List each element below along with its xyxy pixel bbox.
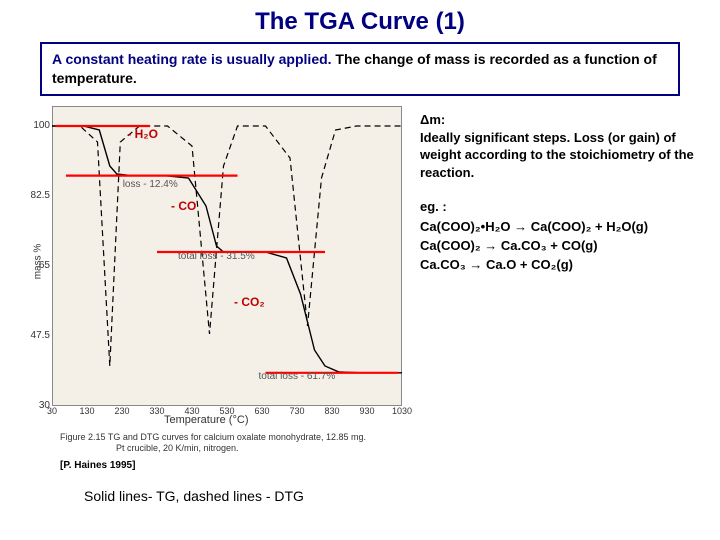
- y-tick: 82.5: [30, 190, 50, 201]
- page-title: The TGA Curve (1): [0, 0, 720, 42]
- caption-line-2: Pt crucible, 20 K/min, nitrogen.: [60, 443, 366, 454]
- legend-footnote: Solid lines- TG, dashed lines - DTG: [84, 488, 304, 504]
- x-tick: 930: [359, 406, 374, 416]
- equation-3: Ca.CO₃ → Ca.O + CO₂(g): [420, 256, 694, 275]
- x-tick: 830: [324, 406, 339, 416]
- loss-value: total loss - 31.5%: [178, 251, 255, 262]
- x-tick: 730: [289, 406, 304, 416]
- citation: [P. Haines 1995]: [60, 460, 135, 471]
- figure-caption: Figure 2.15 TG and DTG curves for calciu…: [60, 432, 366, 454]
- x-axis-label: Temperature (°C): [164, 414, 248, 426]
- delta-m-heading: Δm:: [420, 112, 694, 127]
- y-tick: 65: [30, 260, 50, 271]
- loss-label: - H₂O: [127, 127, 158, 141]
- loss-label: - CO₂: [234, 295, 265, 309]
- equation-1: Ca(COO)₂•H₂O → Ca(COO)₂ + H₂O(g): [420, 218, 694, 237]
- y-tick: 47.5: [30, 330, 50, 341]
- explanation-panel: Δm: Ideally significant steps. Loss (or …: [414, 106, 696, 446]
- x-tick: 630: [254, 406, 269, 416]
- equation-2: Ca(COO)₂ → Ca.CO₃ + CO(g): [420, 237, 694, 256]
- chart-panel: mass % Temperature (°C) 3047.56582.51003…: [24, 106, 414, 446]
- x-tick: 30: [47, 406, 57, 416]
- x-tick: 130: [79, 406, 94, 416]
- x-tick: 530: [219, 406, 234, 416]
- loss-value: loss - 12.4%: [123, 179, 178, 190]
- x-tick: 1030: [392, 406, 412, 416]
- x-tick: 230: [114, 406, 129, 416]
- description-text-1: A constant heating rate is usually appli…: [52, 51, 332, 67]
- caption-line-1: Figure 2.15 TG and DTG curves for calciu…: [60, 432, 366, 443]
- y-tick: 100: [30, 120, 50, 131]
- loss-value: total loss - 61.7%: [259, 371, 336, 382]
- loss-label: - CO: [171, 199, 196, 213]
- explanation-body: Ideally significant steps. Loss (or gain…: [420, 129, 694, 182]
- x-tick: 430: [184, 406, 199, 416]
- description-box: A constant heating rate is usually appli…: [40, 42, 680, 96]
- example-heading: eg. :: [420, 199, 694, 214]
- x-tick: 330: [149, 406, 164, 416]
